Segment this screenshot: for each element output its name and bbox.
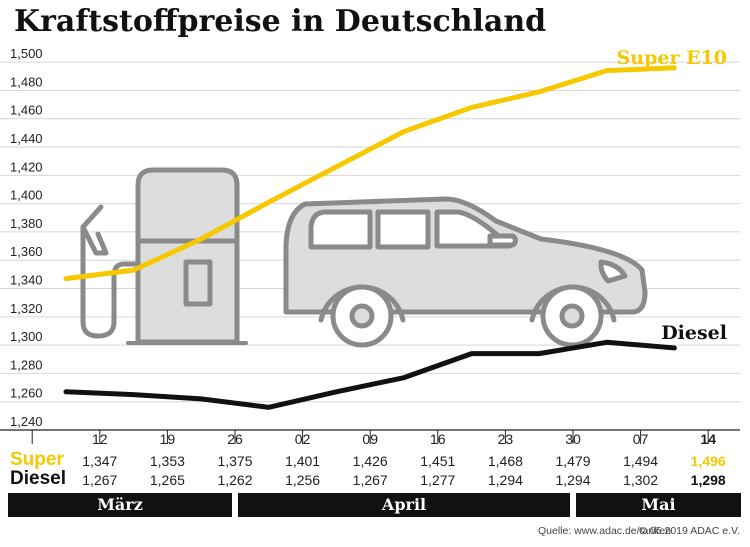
- diesel-value-label: 1,265: [150, 472, 185, 488]
- super-point: [402, 129, 406, 133]
- diesel-point: [64, 390, 68, 394]
- super-point: [537, 90, 541, 94]
- diesel-value-label: 1,298: [691, 472, 726, 488]
- diesel-value-label: 1,294: [488, 472, 523, 488]
- month-label: März: [97, 495, 143, 514]
- y-tick-label: 1,460: [10, 103, 43, 118]
- source-text: Quelle: www.adac.de/tanken: [538, 525, 671, 537]
- diesel-value-label: 1,262: [217, 472, 252, 488]
- super-point: [672, 66, 676, 70]
- month-bars: März April Mai: [8, 493, 741, 517]
- super-point: [267, 200, 271, 204]
- y-tick-label: 1,240: [10, 414, 43, 429]
- diesel-value-label: 1,302: [623, 472, 658, 488]
- super-value-label: 1,451: [420, 453, 455, 469]
- super-value-label: 1,347: [82, 453, 117, 469]
- diesel-point: [470, 352, 474, 356]
- diesel-point: [132, 393, 136, 397]
- super-value-label: 1,479: [555, 453, 590, 469]
- y-tick-label: 1,260: [10, 386, 43, 401]
- y-tick-label: 1,380: [10, 216, 43, 231]
- super-value-label: 1,496: [691, 453, 726, 469]
- table-label-diesel: Diesel: [10, 468, 66, 489]
- series-label-super: Super E10: [617, 47, 727, 69]
- super-point: [605, 69, 609, 73]
- y-tick-label: 1,420: [10, 159, 43, 174]
- x-tick-label: 14: [700, 431, 716, 447]
- month-bar: [8, 493, 232, 517]
- diesel-point: [334, 390, 338, 394]
- super-point: [199, 237, 203, 241]
- x-tick-label: 16: [430, 431, 446, 447]
- value-table: 1,347 1,353 1,375 1,401 1,426 1,451 1,468 1,479…: [82, 453, 726, 488]
- diesel-point: [267, 405, 271, 409]
- month-label: Mai: [641, 495, 675, 514]
- super-value-label: 1,375: [217, 453, 252, 469]
- super-value-label: 1,494: [623, 453, 658, 469]
- y-tick-labels: 1,500 1,480 1,460 1,440 1,420 1,400 1,380 1,360…: [10, 46, 43, 429]
- fuel-pump-icon: [80, 167, 248, 345]
- super-value-label: 1,426: [353, 453, 388, 469]
- diesel-value-label: 1,294: [555, 472, 590, 488]
- x-tick-label: 02: [295, 431, 311, 447]
- month-bar: [576, 493, 741, 517]
- diesel-point: [199, 397, 203, 401]
- y-tick-label: 1,480: [10, 74, 43, 89]
- diesel-point: [672, 346, 676, 350]
- x-tick-label: 19: [160, 431, 176, 447]
- diesel-value-label: 1,256: [285, 472, 320, 488]
- y-tick-label: 1,320: [10, 301, 43, 316]
- diesel-value-label: 1,267: [353, 472, 388, 488]
- diesel-point: [402, 376, 406, 380]
- diesel-value-label: 1,267: [82, 472, 117, 488]
- diesel-line: [63, 339, 677, 410]
- x-tick-label: 12: [92, 431, 108, 447]
- y-tick-label: 1,340: [10, 273, 43, 288]
- y-tick-label: 1,360: [10, 244, 43, 259]
- x-axis: 12 19 26 02 09 16 23 30 07 14: [0, 429, 740, 447]
- super-value-label: 1,468: [488, 453, 523, 469]
- y-tick-label: 1,280: [10, 357, 43, 372]
- x-tick-label: 30: [565, 431, 581, 447]
- super-value-label: 1,353: [150, 453, 185, 469]
- diesel-point: [605, 340, 609, 344]
- chart-title: Kraftstoffpreise in Deutschland: [14, 4, 546, 39]
- y-tick-label: 1,440: [10, 131, 43, 146]
- car-icon: [283, 196, 648, 348]
- x-tick-label: 09: [362, 431, 378, 447]
- super-point: [132, 268, 136, 272]
- y-tick-label: 1,500: [10, 46, 43, 61]
- super-point: [64, 277, 68, 281]
- x-tick-label: 26: [227, 431, 243, 447]
- lines-layer: [63, 65, 677, 410]
- month-label: April: [381, 495, 426, 514]
- super-point: [334, 165, 338, 169]
- copyright-text: © 05.2019 ADAC e.V.: [639, 525, 740, 537]
- y-tick-label: 1,300: [10, 329, 43, 344]
- x-tick-label: 23: [498, 431, 514, 447]
- month-bar: [238, 493, 570, 517]
- diesel-point: [537, 352, 541, 356]
- series-label-diesel: Diesel: [661, 322, 727, 344]
- super-point: [470, 105, 474, 109]
- table-label-super: Super: [10, 449, 64, 470]
- y-tick-label: 1,400: [10, 188, 43, 203]
- super-line: [63, 65, 677, 282]
- super-value-label: 1,401: [285, 453, 320, 469]
- x-tick-label: 07: [633, 431, 649, 447]
- diesel-value-label: 1,277: [420, 472, 455, 488]
